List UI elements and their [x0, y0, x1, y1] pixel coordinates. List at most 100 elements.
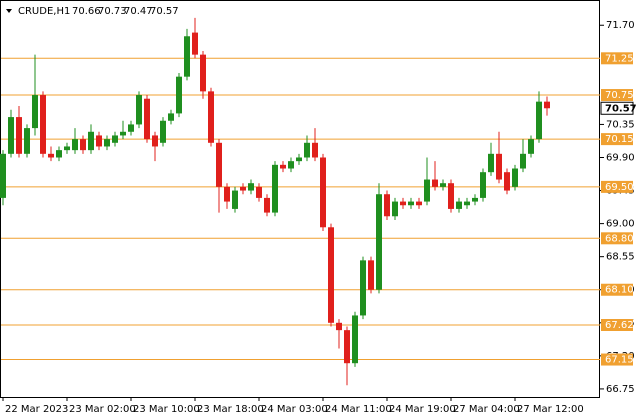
- candle-body: [16, 117, 22, 154]
- x-tick-label: 27 Mar 04:00: [453, 404, 520, 415]
- level-label-box: [601, 89, 633, 102]
- candle-body: [528, 139, 534, 154]
- level-label: 67.62: [605, 320, 634, 331]
- candle-body: [392, 201, 398, 217]
- candle-body: [408, 201, 414, 206]
- level-label-box: [601, 283, 633, 296]
- candle-body: [272, 164, 278, 213]
- y-tick-label: 69.90: [606, 152, 635, 163]
- candle-body: [208, 91, 214, 143]
- candle-body: [24, 128, 30, 154]
- candle-body: [304, 142, 310, 158]
- candle-body: [504, 172, 510, 191]
- candle-body: [48, 153, 54, 158]
- candle-body: [144, 98, 150, 140]
- candle-body: [464, 201, 470, 206]
- candle-body: [256, 186, 262, 198]
- candle-body: [424, 179, 430, 202]
- symbol: CRUDE,H1: [18, 6, 70, 17]
- candle-body: [432, 179, 438, 187]
- level-label-box: [601, 353, 633, 366]
- level-label: 67.15: [605, 355, 634, 366]
- level-label: 70.15: [605, 134, 634, 145]
- candle-body: [440, 183, 446, 187]
- candle-body: [0, 153, 6, 198]
- y-tick-label: 71.70: [606, 20, 635, 31]
- current-price-box: [600, 101, 634, 115]
- candle-body: [192, 32, 198, 55]
- candle-body: [128, 124, 134, 132]
- candle-body: [96, 135, 102, 147]
- x-tick-label: 23 Mar 10:00: [133, 404, 200, 415]
- candle-body: [56, 150, 62, 158]
- level-label-box: [601, 232, 633, 245]
- candle-body: [312, 142, 318, 158]
- y-tick-label: 68.55: [606, 252, 635, 263]
- y-tick-label: 69.00: [606, 219, 635, 230]
- candle-body: [112, 135, 118, 143]
- x-tick-label: 23 Mar 18:00: [197, 404, 264, 415]
- current-price-label: 70.57: [605, 103, 637, 114]
- candle-body: [400, 201, 406, 206]
- candle-body: [384, 194, 390, 217]
- candle-body: [152, 135, 158, 147]
- level-label-box: [601, 319, 633, 331]
- candle-body: [248, 183, 254, 191]
- candle-body: [296, 157, 302, 162]
- x-tick-label: 22 Mar 2023: [5, 404, 68, 415]
- ohlc-low: 70.47: [124, 6, 153, 17]
- candle-body: [288, 161, 294, 169]
- level-label: 70.75: [605, 90, 634, 101]
- candle-body: [200, 54, 206, 92]
- candle-body: [136, 95, 142, 125]
- candle-body: [336, 322, 342, 331]
- candle-body: [32, 95, 38, 129]
- plot-frame: [0, 0, 600, 398]
- level-label: 69.50: [605, 182, 634, 193]
- x-tick-label: 24 Mar 03:00: [261, 404, 328, 415]
- candle-body: [80, 139, 86, 151]
- candle-body: [104, 139, 110, 147]
- candle-body: [352, 315, 358, 364]
- candle-body: [232, 190, 238, 209]
- x-tick-label: 27 Mar 12:00: [517, 404, 584, 415]
- level-label: 68.80: [605, 233, 634, 244]
- candle-body: [416, 201, 422, 206]
- candle-body: [360, 260, 366, 316]
- candle-body: [544, 101, 550, 109]
- candle-body: [320, 157, 326, 228]
- level-label-box: [601, 180, 633, 193]
- candle-body: [488, 153, 494, 173]
- candle-body: [88, 131, 94, 151]
- x-tick-label: 24 Mar 19:00: [389, 404, 456, 415]
- candle-body: [264, 197, 270, 213]
- ohlc-open: 70.66: [72, 6, 101, 17]
- candle-body: [328, 227, 334, 323]
- candle-body: [512, 168, 518, 187]
- candle-body: [520, 153, 526, 169]
- candle-body: [224, 186, 230, 202]
- ohlc-close: 70.57: [150, 6, 179, 17]
- candle-body: [8, 117, 14, 154]
- candle-body: [472, 197, 478, 202]
- candle-body: [280, 164, 286, 169]
- candle-body: [344, 330, 350, 364]
- candle-body: [448, 183, 454, 209]
- level-label-box: [601, 133, 633, 146]
- y-tick-label: 66.75: [606, 384, 635, 395]
- x-tick-label: 23 Mar 02:00: [69, 404, 136, 415]
- menu-icon: [6, 9, 12, 13]
- candle-body: [536, 101, 542, 140]
- y-tick-label: 70.35: [606, 119, 635, 130]
- ohlc-high: 70.73: [98, 6, 127, 17]
- level-label: 68.10: [605, 285, 634, 296]
- candle-body: [184, 36, 190, 77]
- level-label-box: [601, 52, 633, 65]
- candle-body: [176, 76, 182, 114]
- candle-body: [240, 186, 246, 191]
- candle-body: [40, 95, 46, 154]
- x-tick-label: 24 Mar 11:00: [325, 404, 392, 415]
- level-label: 71.25: [605, 53, 634, 64]
